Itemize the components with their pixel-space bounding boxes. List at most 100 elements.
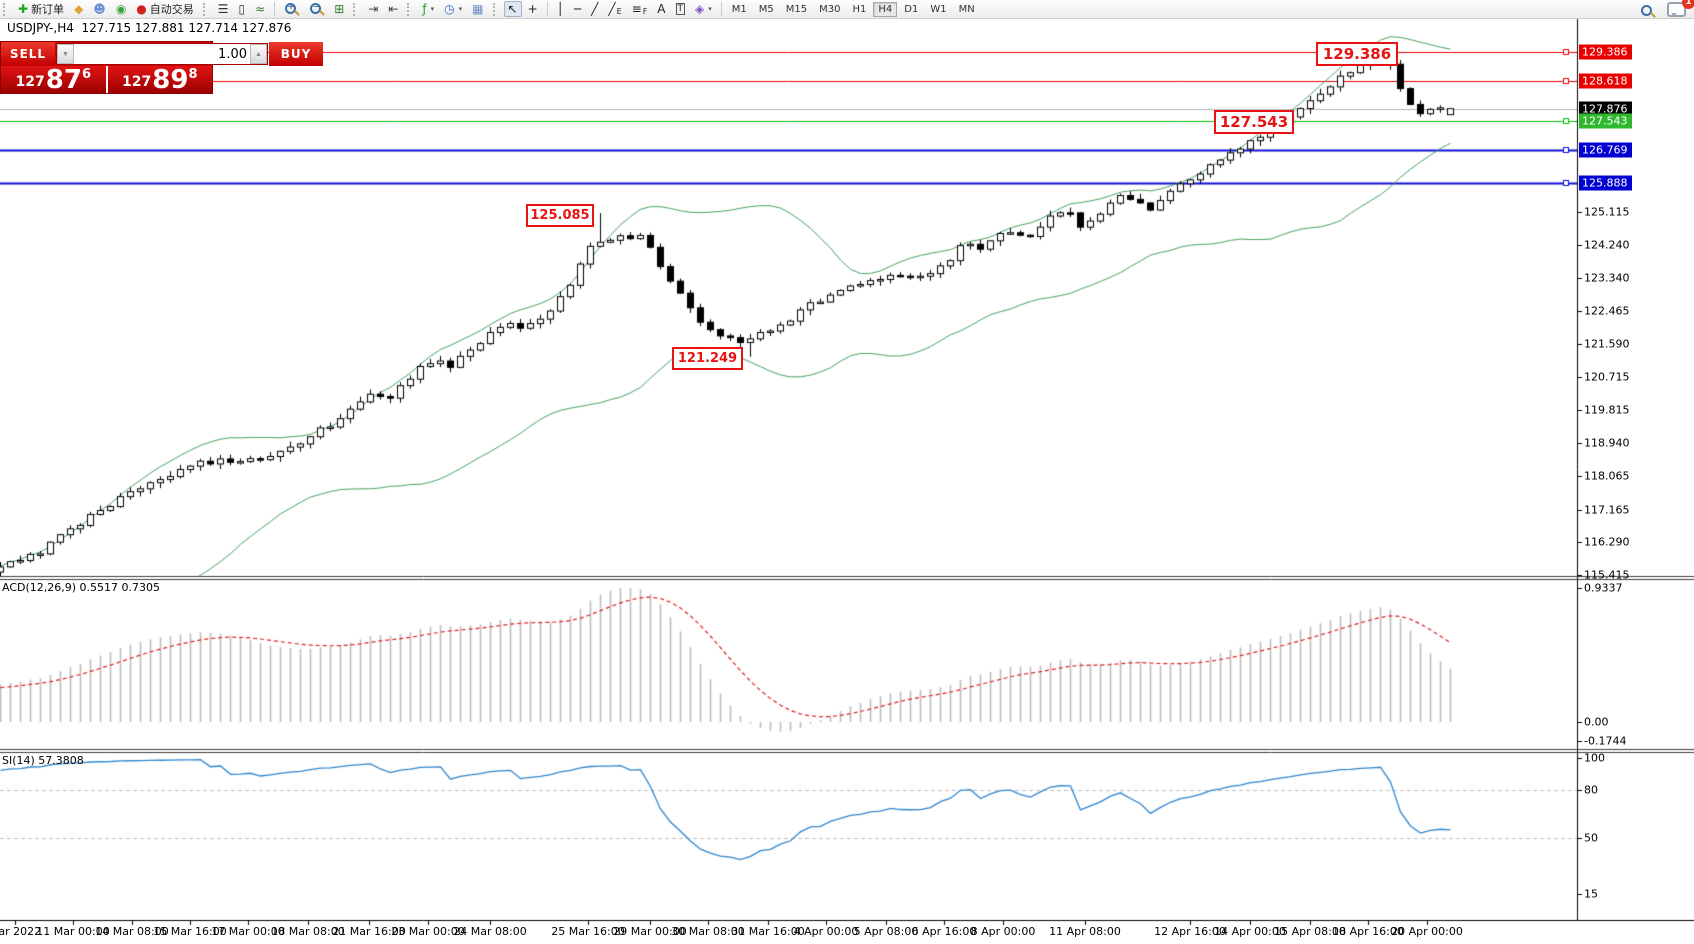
chevron-down-icon: ▾ (708, 5, 712, 13)
autotrading-button[interactable]: ● 自动交易 (132, 1, 197, 17)
price-callout-label[interactable]: 127.543 (1214, 110, 1294, 134)
volume-decrease-button[interactable]: ▼ (57, 44, 74, 64)
price-level-tag: 128.618 (1579, 73, 1632, 89)
toolbar-separator (274, 2, 276, 16)
toolbar: ✚ 新订单 ◆ ☻ ◉ ● 自动交易 ☰ ▯ ≈ + − ⊞ ⇥ ⇤ ƒ ▾ ◷ ▾ ▦ ↖ + │ ─ ╱ ╱ E ≡ F A T ◈ ▾ M1… (0, 0, 1694, 19)
market-watch-button[interactable]: ◆ (70, 1, 87, 17)
trendline-button[interactable]: ╱ (587, 1, 602, 17)
chat-button[interactable]: ☻ (89, 1, 110, 17)
chart-shift-button[interactable]: ⇤ (384, 1, 402, 17)
timeframe-d1-button[interactable]: D1 (899, 2, 923, 17)
rsi-axis-tick: 80 (1584, 783, 1598, 797)
indicators-button[interactable]: ƒ ▾ (418, 1, 438, 17)
x-axis-date-label: 11 Apr 08:00 (1049, 925, 1121, 938)
x-axis-date-label: 29 Mar 00:00 (613, 925, 687, 938)
zoom-out-icon: − (309, 2, 324, 17)
notifications-button[interactable]: 1 (1667, 0, 1694, 21)
toolbar-separator (546, 2, 548, 16)
timeframe-m5-button[interactable]: M5 (754, 2, 779, 17)
fibonacci-button[interactable]: ≡ F (628, 1, 652, 17)
x-axis-date-label: 24 Mar 08:00 (453, 925, 527, 938)
price-callout-label[interactable]: 125.085 (526, 204, 594, 227)
sell-price-big: 87 (45, 65, 82, 95)
price-axis-tick: 117.165 (1584, 503, 1630, 517)
buy-button[interactable]: BUY (269, 42, 323, 66)
equidistant-channel-button[interactable]: ╱ E (604, 1, 625, 17)
timeframe-m1-button[interactable]: M1 (727, 2, 752, 17)
trade-panel-price-row: 127 87 6 127 89 8 (1, 66, 212, 93)
crosshair-button[interactable]: + (524, 1, 542, 17)
templates-button[interactable]: ▦ (468, 1, 487, 17)
x-axis-date-label: 14 Apr 00:00 (1214, 925, 1286, 938)
trade-panel-top-row: SELL ▼ ▲ BUY (1, 42, 323, 66)
price-level-tag: 126.769 (1579, 142, 1632, 158)
toolbar-grip (3, 2, 9, 16)
macd-axis-tick: -0.1744 (1584, 734, 1627, 748)
clock-icon: ◷ (444, 1, 455, 16)
timeframe-h4-button[interactable]: H4 (873, 1, 898, 17)
price-level-tag: 125.888 (1579, 175, 1632, 191)
volume-input[interactable] (74, 44, 250, 64)
arrows-button[interactable]: ◈ ▾ (691, 1, 716, 17)
buy-price-button[interactable]: 127 89 8 (108, 66, 213, 93)
x-axis-date-label: 30 Mar 08:00 (671, 925, 745, 938)
x-axis-date-label: 18 Apr 16:00 (1332, 925, 1404, 938)
tile-windows-icon: ⊞ (334, 1, 345, 16)
line-chart-icon: ≈ (255, 1, 266, 16)
timeframe-m30-button[interactable]: M30 (814, 2, 845, 17)
price-axis-tick: 124.240 (1584, 238, 1630, 252)
new-order-button-label: 新订单 (31, 3, 65, 16)
sell-price-sup: 6 (81, 67, 91, 82)
autotrading-button-label: 自动交易 (149, 3, 194, 16)
cursor-button[interactable]: ↖ (503, 1, 522, 17)
toolbar-grip (353, 2, 359, 16)
price-axis-tick: 115.415 (1584, 568, 1630, 582)
zoom-in-button[interactable]: + (280, 1, 303, 17)
chevron-down-icon: ▾ (458, 5, 463, 13)
volume-increase-button[interactable]: ▲ (250, 44, 267, 64)
x-axis-date-label: 17 Mar 00:00 (211, 925, 285, 938)
bar-chart-button[interactable]: ☰ (214, 1, 233, 17)
price-axis-tick: 118.940 (1584, 436, 1630, 450)
x-axis-date-label: 25 Mar 16:00 (551, 925, 625, 938)
timeframe-h1-button[interactable]: H1 (847, 2, 871, 17)
toolbar-right-group: 1 (1640, 0, 1694, 21)
x-axis-date-label: 15 Apr 08:00 (1274, 925, 1346, 938)
crosshair-icon: + (527, 1, 538, 16)
timeframe-m15-button[interactable]: M15 (781, 2, 812, 17)
new-order-icon: ✚ (18, 1, 29, 16)
price-axis-tick: 116.290 (1584, 535, 1630, 549)
rsi-indicator-label: SI(14) 57.3808 (2, 754, 84, 767)
vertical-line-button[interactable]: │ (553, 1, 568, 17)
periods-button[interactable]: ◷ ▾ (440, 1, 466, 17)
price-axis-tick: 123.340 (1584, 271, 1630, 285)
candlestick-chart-icon: ▯ (238, 1, 246, 16)
text-label-button[interactable]: T (672, 1, 690, 17)
toolbar-search-icon[interactable] (1640, 4, 1655, 19)
horizontal-line-button[interactable]: ─ (570, 1, 585, 17)
line-chart-button[interactable]: ≈ (251, 1, 269, 17)
price-axis-tick: 122.465 (1584, 304, 1630, 318)
arrow-objects-icon: ◈ (695, 1, 705, 16)
one-click-trading-panel: SELL ▼ ▲ BUY 127 87 6 127 89 8 (0, 41, 323, 94)
price-level-tag: 127.876 (1579, 101, 1632, 117)
template-icon: ▦ (472, 1, 484, 16)
new-order-button[interactable]: ✚ 新订单 (14, 1, 68, 17)
zoom-out-button[interactable]: − (305, 1, 328, 17)
timeframe-mn-button[interactable]: MN (954, 2, 980, 17)
sell-button[interactable]: SELL (1, 42, 55, 66)
timeframe-w1-button[interactable]: W1 (925, 2, 951, 17)
signals-button[interactable]: ◉ (112, 1, 130, 17)
tile-windows-button[interactable]: ⊞ (330, 1, 348, 17)
price-callout-label[interactable]: 121.249 (672, 347, 743, 370)
macd-axis-tick: 0.00 (1584, 715, 1609, 729)
sell-price-button[interactable]: 127 87 6 (1, 66, 108, 93)
text-button[interactable]: A (653, 1, 669, 17)
auto-scroll-button[interactable]: ⇥ (364, 1, 382, 17)
chart-shift-icon: ⇤ (388, 1, 399, 16)
chevron-down-icon: ▾ (430, 5, 435, 13)
candlestick-chart-button[interactable]: ▯ (235, 1, 250, 17)
price-callout-label[interactable]: 129.386 (1316, 42, 1398, 66)
